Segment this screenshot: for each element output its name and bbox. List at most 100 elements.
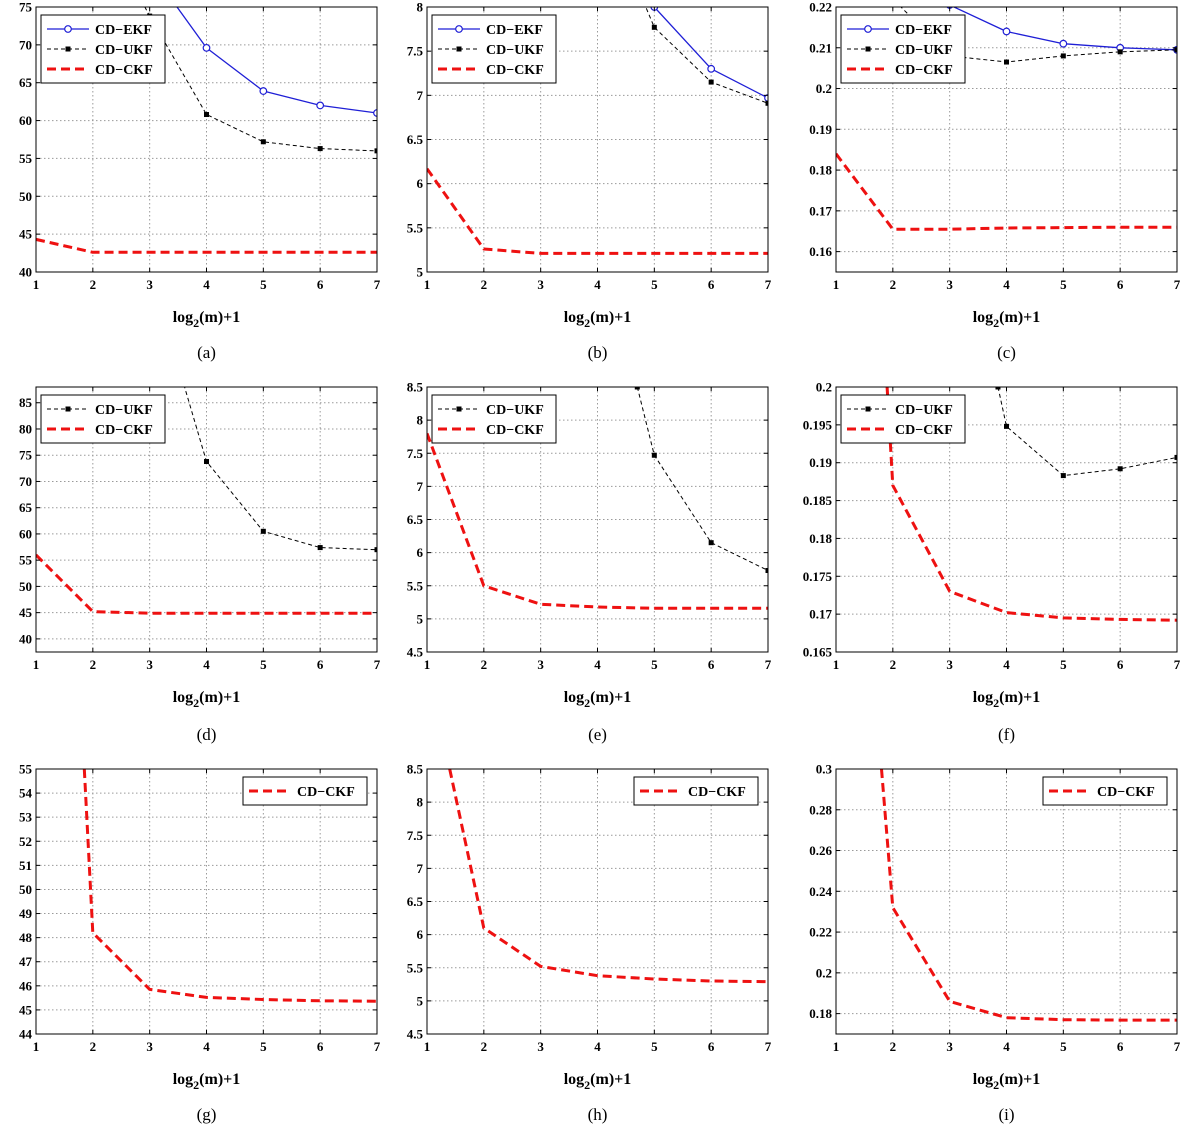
y-tick-label: 80 (19, 421, 32, 436)
x-tick-label: 4 (1003, 1039, 1010, 1054)
series-line-cd-ckf (82, 769, 377, 1003)
x-tick-label: 1 (424, 1039, 431, 1054)
legend: CD−EKF CD−UKF CD−CKF (840, 14, 966, 84)
panel-caption: (d) (197, 725, 217, 744)
x-tick-label: 3 (537, 277, 544, 292)
y-tick-label: 0.165 (803, 645, 833, 660)
chart-panel-e: 1 2 3 4 5 6 7 4.5 5 5.5 6 6.5 7 7.5 8 8.5 log2(m)+1 (e) CD… (407, 380, 772, 745)
data-point-cd-ukf (765, 568, 768, 574)
y-tick-label: 0.21 (809, 40, 832, 55)
data-point-cd-ukf (260, 528, 266, 534)
legend-marker (455, 25, 463, 33)
legend-marker (456, 406, 462, 412)
series-line-cd-ukf (184, 387, 377, 551)
x-axis-label: log2(m)+1 (564, 309, 632, 330)
y-tick-label: 0.2 (816, 965, 832, 980)
legend: CD−CKF (1042, 776, 1168, 806)
data-point-cd-ukf (1174, 454, 1177, 460)
legend-label: CD−UKF (486, 403, 544, 418)
data-point-cd-ukf (651, 452, 657, 458)
x-tick-label: 1 (33, 1039, 40, 1054)
x-tick-label: 5 (260, 277, 267, 292)
y-tick-label: 4.5 (407, 645, 424, 660)
y-tick-label: 50 (19, 579, 32, 594)
y-tick-label: 6 (417, 176, 424, 191)
data-point-cd-ukf (765, 100, 768, 106)
y-tick-label: 6.5 (407, 132, 424, 147)
x-axis-label: log2(m)+1 (564, 1071, 632, 1092)
chart-panel-g: 1 2 3 4 5 6 7444546474849505152535455log2(m)+1… (19, 762, 381, 1125)
x-tick-label: 6 (708, 657, 715, 672)
y-tick-label: 0.28 (809, 802, 832, 817)
y-tick-label: 6 (417, 545, 424, 560)
x-tick-label: 5 (260, 1039, 267, 1054)
x-tick-label: 3 (537, 1039, 544, 1054)
legend-marker (65, 406, 71, 412)
y-tick-label: 0.17 (809, 203, 832, 218)
x-tick-label: 3 (146, 657, 153, 672)
data-point-cd-ukf (1117, 466, 1123, 472)
chart-panel-h: 1 2 3 4 5 6 7 4.5 5 5.5 6 6.5 7 7.5 8 8.5 log2(m)+1 (h) CD… (407, 762, 772, 1125)
series-line-cd-ckf (880, 769, 1177, 1022)
legend: CD−UKF CD−CKF (840, 394, 966, 444)
data-point-cd-ekf (707, 64, 716, 73)
legend-marker (456, 46, 462, 52)
x-tick-label: 4 (1003, 657, 1010, 672)
legend-marker (64, 25, 72, 33)
y-tick-label: 45 (19, 227, 33, 242)
data-point-cd-ukf (1117, 49, 1123, 55)
y-tick-label: 0.195 (803, 417, 833, 432)
legend-label: CD−UKF (95, 403, 153, 418)
y-tick-label: 45 (19, 605, 33, 620)
y-tick-label: 70 (19, 37, 32, 52)
chart-panel-f: 1 2 3 4 5 6 7 0.165 0.17 0.175 0.18 0.185 0.19 0.195 0… (803, 380, 1181, 745)
legend-label: CD−CKF (95, 63, 153, 78)
chart-panel-i: 1 2 3 4 5 6 7 0.18 0.2 0.22 0.24 0.26 0.28 0.3 log2(m)… (809, 762, 1181, 1125)
x-tick-label: 3 (537, 657, 544, 672)
legend-marker (65, 46, 71, 52)
legend-label: CD−UKF (895, 403, 953, 418)
y-tick-label: 40 (19, 631, 32, 646)
y-tick-label: 0.18 (809, 531, 832, 546)
legend-marker (865, 406, 871, 412)
y-tick-label: 48 (19, 930, 33, 945)
y-tick-label: 0.18 (809, 1006, 832, 1021)
data-point-cd-ekf (202, 43, 211, 52)
data-point-cd-ukf (181, 382, 186, 387)
data-point-cd-ekf (259, 87, 268, 95)
x-tick-label: 3 (146, 1039, 153, 1054)
y-tick-label: 7.5 (407, 446, 424, 461)
y-tick-label: 5 (417, 265, 424, 280)
y-tick-label: 0.2 (816, 380, 832, 395)
panel-caption: (g) (197, 1105, 217, 1124)
series-group (880, 769, 1177, 1022)
x-tick-label: 3 (946, 277, 953, 292)
x-axis-label: log2(m)+1 (173, 689, 241, 710)
legend-box (840, 394, 966, 444)
y-tick-label: 6.5 (407, 894, 424, 909)
x-tick-label: 2 (90, 277, 97, 292)
data-point-cd-ukf (374, 547, 377, 553)
x-tick-label: 6 (708, 1039, 715, 1054)
legend: CD−EKF CD−UKF CD−CKF (40, 14, 166, 84)
legend-box (242, 776, 368, 806)
y-tick-label: 0.19 (809, 122, 832, 137)
y-tick-label: 7.5 (407, 44, 424, 59)
data-point-cd-ekf (764, 94, 768, 102)
x-tick-label: 3 (946, 1039, 953, 1054)
x-tick-label: 7 (374, 657, 381, 672)
x-tick-label: 7 (1174, 657, 1181, 672)
data-point-cd-ukf (204, 112, 209, 118)
data-point-cd-ukf (1004, 59, 1009, 65)
x-tick-label: 5 (1060, 277, 1067, 292)
x-tick-label: 2 (890, 277, 897, 292)
x-tick-label: 4 (1003, 277, 1010, 292)
x-tick-label: 3 (146, 277, 153, 292)
y-tick-label: 85 (19, 395, 33, 410)
x-tick-label: 1 (424, 657, 431, 672)
y-tick-label: 55 (19, 762, 33, 777)
legend-label: CD−CKF (297, 785, 355, 800)
series-group (427, 7, 768, 255)
panel-caption: (b) (588, 343, 608, 362)
x-tick-label: 5 (651, 1039, 658, 1054)
